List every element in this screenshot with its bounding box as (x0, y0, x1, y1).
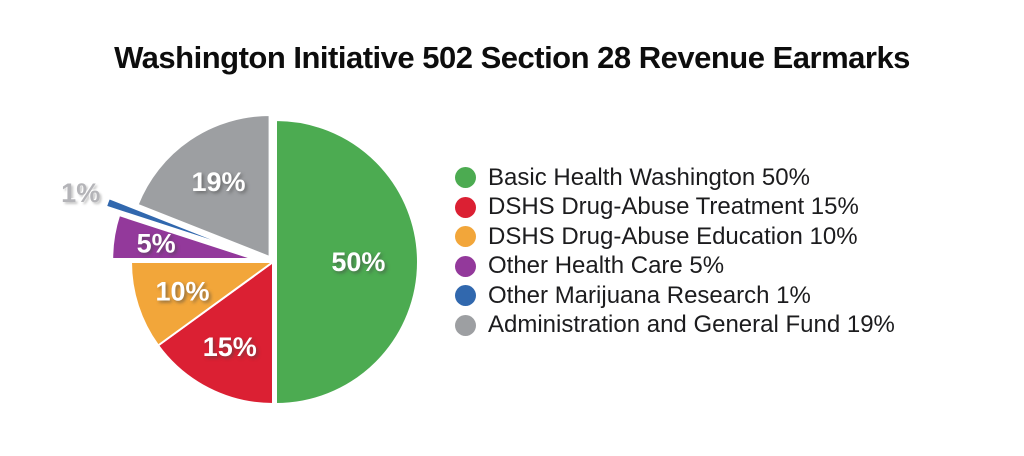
legend: Basic Health Washington 50% DSHS Drug-Abu… (455, 163, 895, 340)
legend-label: DSHS Drug-Abuse Education 10% (488, 222, 858, 250)
slice-label-administration-and-general-fund: 19% (191, 167, 245, 197)
slice-label-other-marijuana-research: 1% (61, 178, 100, 208)
pie-slice-other-marijuana-research (105, 197, 242, 252)
slice-label-dshs-drug-abuse-treatment: 15% (203, 332, 257, 362)
legend-item: DSHS Drug-Abuse Education 10% (455, 222, 895, 252)
legend-item: Administration and General Fund 19% (455, 311, 895, 341)
slice-label-dshs-drug-abuse-education: 10% (155, 276, 209, 306)
pie-slice-other-health-care (111, 214, 256, 260)
legend-label: DSHS Drug-Abuse Treatment 15% (488, 193, 859, 221)
legend-swatch-icon (455, 285, 476, 307)
pie-slice-dshs-drug-abuse-education (129, 261, 274, 347)
legend-swatch-icon (455, 255, 476, 277)
legend-label: Other Marijuana Research 1% (488, 281, 811, 309)
chart-title: Washington Initiative 502 Section 28 Rev… (114, 40, 910, 75)
pie-slice-administration-and-general-fund (136, 114, 271, 258)
legend-label: Basic Health Washington 50% (488, 163, 810, 191)
legend-item: Other Health Care 5% (455, 252, 895, 282)
legend-swatch-icon (455, 196, 476, 218)
legend-swatch-icon (455, 167, 476, 189)
slice-label-other-health-care: 5% (137, 229, 176, 259)
pie-chart: 50% 15% 10% 5% 1% 19% (61, 114, 419, 405)
legend-swatch-icon (455, 226, 476, 248)
legend-item: Basic Health Washington 50% (455, 163, 895, 193)
legend-label: Other Health Care 5% (488, 252, 725, 280)
legend-label: Administration and General Fund 19% (488, 311, 895, 339)
legend-item: Other Marijuana Research 1% (455, 281, 895, 311)
legend-item: DSHS Drug-Abuse Treatment 15% (455, 193, 895, 223)
slice-label-basic-health-washington: 50% (331, 247, 385, 277)
legend-swatch-icon (455, 314, 476, 336)
pie-slice-dshs-drug-abuse-treatment (157, 261, 274, 405)
pie-slice-basic-health-washington (275, 119, 419, 405)
